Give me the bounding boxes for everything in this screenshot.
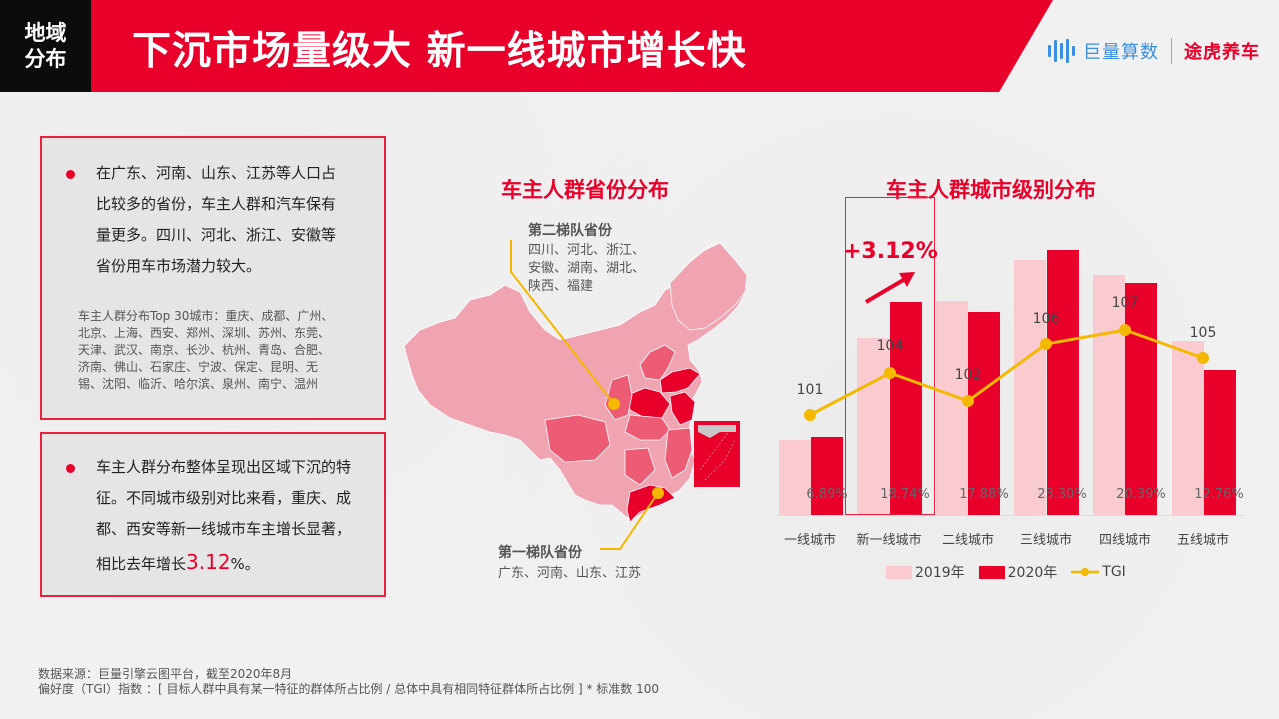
bar-2019-newtier1 [857, 338, 889, 515]
tier1-title: 第一梯队省份 [498, 545, 582, 561]
bar-2020-newtier1 [890, 302, 922, 515]
map-title: 车主人群省份分布 [501, 178, 669, 202]
category-label: 二线城市 [941, 533, 995, 548]
category-label: 五线城市 [1176, 533, 1230, 548]
category-label: 新一线城市 [856, 533, 922, 548]
data-label-2020: 12.76% [1194, 487, 1244, 502]
section-tag: 地域 分布 [0, 0, 91, 92]
top30-cities-list: 车主人群分布Top 30城市：重庆、成都、广州、 北京、上海、西安、郑州、深圳、… [78, 309, 334, 391]
data-label-2020: 17.88% [959, 487, 1009, 502]
logo-divider [1171, 38, 1172, 64]
chart-title: 车主人群城市级别分布 [886, 178, 1096, 202]
legend-swatch-icon [978, 565, 1005, 579]
footer-notes: 数据来源：巨量引擎云图平台，截至2020年8月 偏好度（TGI）指数 ：[ 目标… [38, 667, 659, 697]
legend-item-2020: 2020年 [978, 562, 1057, 582]
category-label: 一线城市 [783, 533, 837, 548]
tgi-label: 101 [796, 382, 824, 398]
data-label-2020: 20.39% [1116, 487, 1166, 502]
tgi-line [804, 324, 1209, 421]
tier2-title: 第二梯队省份 [528, 223, 612, 239]
bar-2020-tier2 [968, 312, 1000, 515]
chart-legend: 2019年 2020年 TGI [886, 562, 1140, 582]
tgi-label: 105 [1189, 325, 1217, 341]
data-source-note: 数据来源：巨量引擎云图平台，截至2020年8月 [38, 667, 293, 681]
city-tier-chart: +3.12% 101 104 102 106 107 105 6.89% 18.… [777, 197, 1247, 548]
growth-annotation: +3.12% [843, 239, 938, 264]
bar-2020-tier3 [1047, 250, 1079, 515]
tuhu-logo-text: 途虎养车 [1184, 42, 1260, 63]
tgi-label: 106 [1032, 311, 1060, 327]
title-banner [91, 0, 1053, 92]
page-title: 下沉市场量级大 新一线城市增长快 [132, 29, 747, 74]
bar-2020-tier4 [1125, 283, 1157, 515]
tgi-label: 107 [1111, 295, 1139, 311]
category-label: 三线城市 [1019, 533, 1073, 548]
bar-2019-tier2 [936, 301, 968, 515]
bar-2020-tier1 [811, 437, 843, 515]
legend-swatch-icon [886, 565, 912, 579]
highlight-box [845, 197, 935, 515]
bar-2020-tier5 [1204, 370, 1236, 515]
tgi-label: 102 [954, 367, 982, 383]
x-axis-line [777, 515, 1245, 516]
legend-item-tgi: TGI [1071, 564, 1126, 580]
insight-box-provinces: 在广东、河南、山东、江苏等人口占 比较多的省份，车主人群和汽车保有 量更多。四川… [40, 136, 386, 420]
city-tier-paragraph: 车主人群分布整体呈现出区域下沉的特 征。不同城市级别对比来看，重庆、成 都、西安… [96, 458, 352, 574]
juliang-logo-icon [1048, 38, 1075, 64]
category-label: 四线城市 [1098, 533, 1152, 548]
up-arrow-icon [864, 272, 915, 304]
bar-2019-tier3 [1014, 260, 1046, 515]
brand-logos: 巨量算数 途虎养车 [1048, 36, 1260, 66]
bullet-icon [66, 464, 75, 473]
china-province-map [403, 240, 748, 550]
bullet-icon [66, 170, 75, 179]
tier1-provinces: 广东、河南、山东、江苏 [498, 566, 642, 581]
legend-line-marker-icon [1071, 568, 1100, 576]
provinces-paragraph: 在广东、河南、山东、江苏等人口占 比较多的省份，车主人群和汽车保有 量更多。四川… [96, 164, 337, 275]
bar-2019-tier1 [779, 440, 811, 515]
section-tag-line1: 地域 [24, 21, 67, 45]
tgi-formula-note: 偏好度（TGI）指数 ：[ 目标人群中具有某一特征的群体所占比例 / 总体中具有… [38, 682, 659, 696]
data-label-2020: 18.74% [880, 487, 930, 502]
tier2-provinces: 四川、河北、浙江、 安徽、湖南、湖北、 陕西、福建 [528, 243, 646, 294]
juliang-logo-text: 巨量算数 [1083, 42, 1159, 63]
data-label-2020: 6.89% [806, 487, 848, 502]
growth-highlight: 3.12 [186, 550, 231, 574]
section-tag-line2: 分布 [24, 47, 67, 71]
legend-item-2019: 2019年 [886, 562, 965, 582]
insight-box-city-tiers: 车主人群分布整体呈现出区域下沉的特 征。不同城市级别对比来看，重庆、成 都、西安… [40, 432, 386, 597]
tgi-label: 104 [876, 338, 904, 354]
data-label-2020: 23.30% [1037, 487, 1087, 502]
bar-2019-tier4 [1093, 275, 1125, 515]
bar-2019-tier5 [1172, 341, 1204, 515]
